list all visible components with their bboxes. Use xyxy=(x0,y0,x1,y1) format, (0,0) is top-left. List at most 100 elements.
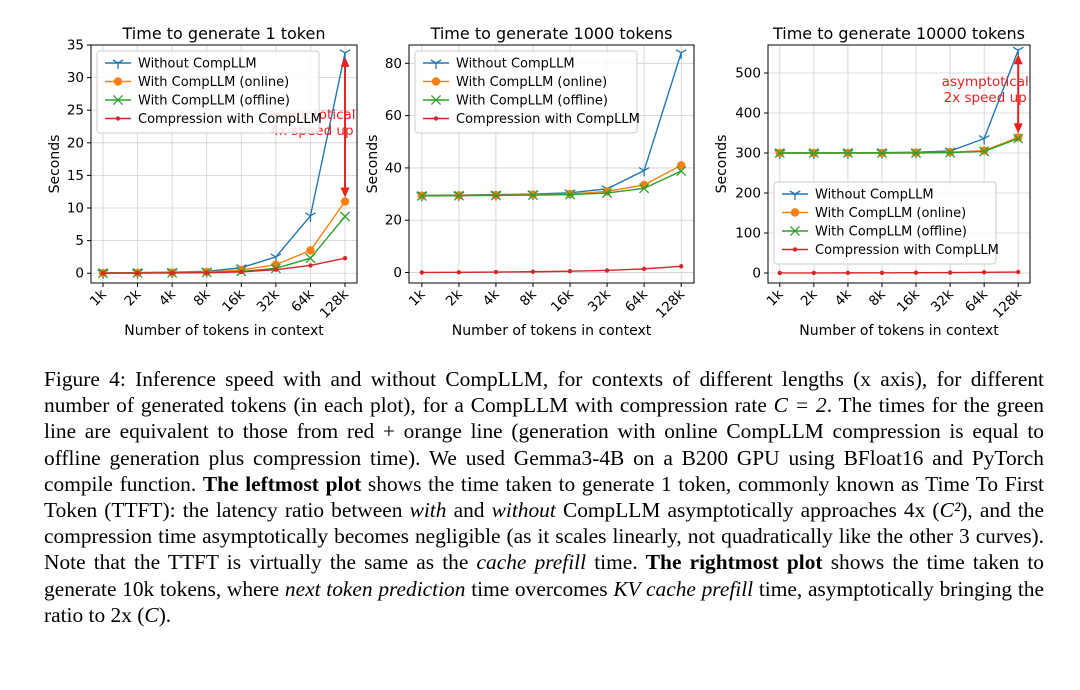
legend-label: With CompLLM (online) xyxy=(815,206,966,221)
caption-text: CompLLM asymptotically approaches 4x ( xyxy=(562,498,940,523)
series-line xyxy=(102,257,346,274)
legend-marker xyxy=(431,77,441,86)
x-tick-label: 4k xyxy=(832,286,855,309)
plot-frame xyxy=(90,44,358,284)
x-tick-label: 2k xyxy=(443,286,466,309)
x-tick-label: 128k xyxy=(653,286,688,321)
data-point xyxy=(416,190,427,201)
arrow-head-up xyxy=(1013,54,1023,65)
caption-bold: The rightmost plot xyxy=(645,550,823,575)
data-point xyxy=(339,211,351,222)
x-tick-label: 4k xyxy=(156,286,179,309)
data-point xyxy=(879,270,885,275)
legend-box xyxy=(773,181,997,265)
data-point xyxy=(340,197,350,206)
x-axis-label: Number of tokens in context xyxy=(452,323,652,339)
data-point xyxy=(774,147,785,159)
legend-label: Without CompLLM xyxy=(138,57,257,72)
x-tick-label: 16k xyxy=(219,286,248,315)
data-point xyxy=(947,270,953,275)
legend-label: With CompLLM (online) xyxy=(138,75,289,90)
data-point xyxy=(490,190,501,201)
data-point xyxy=(169,270,175,276)
data-point xyxy=(564,189,576,200)
x-tick-label: 16k xyxy=(548,286,577,315)
legend-label: Without CompLLM xyxy=(456,57,575,72)
legend-label: Without CompLLM xyxy=(815,188,934,203)
caption-text: shows the time taken to generate 10k tok… xyxy=(44,550,1044,601)
caption-italic: cache prefill xyxy=(476,550,587,575)
data-point xyxy=(204,270,209,275)
caption-text: ). xyxy=(158,602,172,627)
y-tick-label: 20 xyxy=(67,135,84,151)
data-point xyxy=(304,212,316,222)
x-axis-label: Number of tokens in context xyxy=(124,323,324,339)
y-tick-label: 25 xyxy=(67,103,84,119)
data-point xyxy=(1016,269,1021,275)
data-point xyxy=(910,147,922,159)
data-point xyxy=(419,270,425,275)
data-point xyxy=(530,269,536,274)
x-tick-label: 8k xyxy=(866,286,889,309)
caption-label: Figure 4: xyxy=(44,367,126,391)
data-point xyxy=(913,270,919,275)
plot-frame xyxy=(408,44,695,284)
data-point xyxy=(453,190,464,201)
legend-marker xyxy=(112,59,124,69)
data-point xyxy=(306,246,315,255)
x-tick-label: 1k xyxy=(406,286,429,309)
arrow-head-up xyxy=(340,56,350,67)
legend-marker xyxy=(430,94,442,106)
x-tick-label: 32k xyxy=(254,286,283,315)
legend-marker xyxy=(789,190,801,200)
figure-caption: Figure 4: Inference speed with and witho… xyxy=(44,366,1044,628)
data-point xyxy=(602,187,613,199)
y-tick-label: 300 xyxy=(735,146,761,162)
data-point xyxy=(845,270,851,276)
chart-title: Time to generate 1000 tokens xyxy=(430,24,673,43)
data-point xyxy=(305,253,316,264)
legend-label: With CompLLM (online) xyxy=(456,75,607,90)
data-point xyxy=(876,147,888,159)
caption-math: C xyxy=(144,602,159,627)
y-axis-label: Seconds xyxy=(47,135,63,194)
data-point xyxy=(527,190,539,201)
chart-panel-1: 0 5 10 15 20 25 30 35 1k 2k 4k 8k 16k 32k 64k 128k Time … xyxy=(47,24,358,339)
data-point xyxy=(604,268,610,273)
x-tick-label: 128k xyxy=(317,286,352,321)
x-tick-label: 2k xyxy=(798,286,821,309)
y-tick-label: 500 xyxy=(735,66,761,82)
caption-math: C² xyxy=(939,498,961,523)
annotation-label: asymptotical xyxy=(942,74,1029,90)
legend-marker xyxy=(792,247,798,252)
x-tick-label: 64k xyxy=(288,286,317,315)
chart-title: Time to generate 10000 tokens xyxy=(772,24,1025,43)
data-point xyxy=(945,147,956,158)
data-point xyxy=(811,270,817,276)
x-tick-label: 2k xyxy=(121,286,144,309)
data-point xyxy=(342,256,348,261)
series-line xyxy=(102,201,346,274)
x-tick-label: 64k xyxy=(622,286,651,315)
data-point xyxy=(135,270,140,276)
data-point xyxy=(100,270,106,276)
x-tick-label: 128k xyxy=(990,286,1025,321)
y-axis-label: Seconds xyxy=(714,135,730,194)
y-tick-label: 15 xyxy=(67,168,84,184)
series-line xyxy=(779,137,1019,154)
y-tick-label: 20 xyxy=(385,213,402,229)
legend-marker xyxy=(113,77,123,86)
caption-text: time overcomes xyxy=(471,576,608,601)
x-tick-label: 64k xyxy=(962,286,991,315)
series-line xyxy=(421,170,682,197)
data-point xyxy=(842,147,853,159)
y-axis-label: Seconds xyxy=(365,135,381,194)
y-tick-label: 80 xyxy=(385,56,402,72)
y-tick-label: 0 xyxy=(752,266,761,282)
legend-marker xyxy=(433,116,439,121)
legend-marker xyxy=(112,94,124,106)
data-point xyxy=(239,269,244,275)
data-point xyxy=(456,270,462,275)
y-tick-label: 100 xyxy=(735,226,761,242)
